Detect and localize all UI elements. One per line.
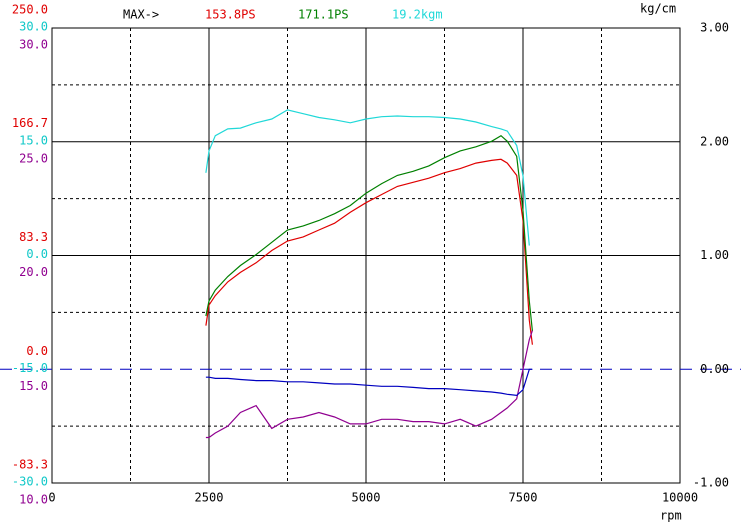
max-label: MAX-> xyxy=(123,8,159,22)
y2-unit: kg/cm xyxy=(640,2,676,16)
x-tick-label: 7500 xyxy=(509,491,538,505)
series-line xyxy=(205,330,533,439)
left-tick-label: 250.0 xyxy=(12,3,48,17)
max-value-label: 171.1PS xyxy=(298,8,349,22)
series-line xyxy=(205,158,533,345)
x-tick-label: 10000 xyxy=(662,491,698,505)
x-tick-label: 2500 xyxy=(195,491,224,505)
y2-tick-label: -1.00 xyxy=(693,476,729,490)
left-tick-label: 15.0 xyxy=(19,133,48,147)
left-tick-label: 0.0 xyxy=(26,247,48,261)
y2-tick-label: 2.00 xyxy=(700,134,729,148)
left-tick-label: 166.7 xyxy=(12,116,48,130)
x-tick-label: 5000 xyxy=(352,491,381,505)
left-tick-label: 10.0 xyxy=(19,493,48,507)
y2-tick-label: 0.00 xyxy=(700,362,729,376)
left-tick-label: 15.0 xyxy=(19,379,48,393)
left-tick-label: 25.0 xyxy=(19,151,48,165)
x-unit: rpm xyxy=(660,509,682,523)
left-tick-label: 30.0 xyxy=(19,38,48,52)
left-tick-label: 30.0 xyxy=(19,20,48,34)
left-tick-label: -15.0 xyxy=(12,361,48,375)
left-tick-label: 20.0 xyxy=(19,265,48,279)
y2-tick-label: 1.00 xyxy=(700,248,729,262)
x-tick-label: 0 xyxy=(48,491,55,505)
series-line xyxy=(205,134,533,332)
left-tick-label: -30.0 xyxy=(12,475,48,489)
left-tick-label: 0.0 xyxy=(26,344,48,358)
y2-tick-label: 3.00 xyxy=(700,21,729,35)
max-value-label: 153.8PS xyxy=(205,8,256,22)
series-line xyxy=(205,109,530,246)
left-tick-label: 83.3 xyxy=(19,230,48,244)
series-line xyxy=(205,368,533,397)
left-tick-label: -83.3 xyxy=(12,458,48,472)
max-value-label: 19.2kgm xyxy=(392,8,443,22)
